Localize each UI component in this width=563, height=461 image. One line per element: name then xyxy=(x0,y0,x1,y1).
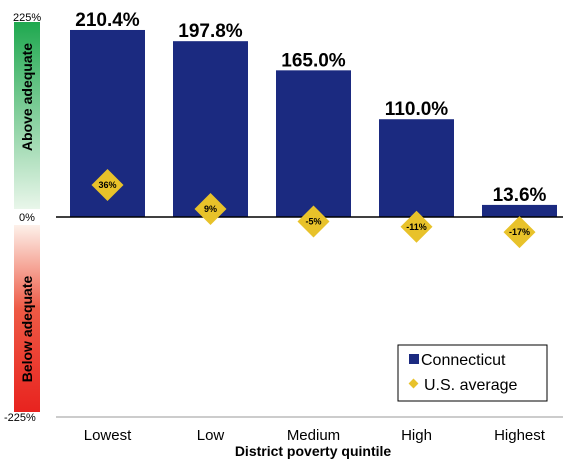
bar-low xyxy=(173,41,248,217)
above-adequate-band xyxy=(14,22,40,209)
us-average-marker xyxy=(297,205,330,238)
category-label-highest: Highest xyxy=(494,427,546,444)
bar-medium xyxy=(276,70,351,217)
legend: Connecticut U.S. average xyxy=(397,344,548,402)
y-bands: Above adequate Below adequate xyxy=(14,22,40,412)
category-label-lowest: Lowest xyxy=(84,427,132,444)
legend-label-connecticut: Connecticut xyxy=(421,352,506,369)
us-average-value-label: 9% xyxy=(204,204,217,214)
below-adequate-band xyxy=(14,225,40,412)
us-average-marker xyxy=(400,210,433,243)
us-average-value-label: -11% xyxy=(406,222,427,232)
bar-high xyxy=(379,119,454,217)
legend-swatch-connecticut xyxy=(409,354,419,364)
legend-swatch-us-average xyxy=(408,378,419,389)
us-average-value-label: -5% xyxy=(305,216,321,226)
us-average-value-label: -17% xyxy=(509,227,530,237)
bar-highest xyxy=(482,204,557,217)
legend-box xyxy=(397,344,548,402)
bar-value-label: 165.0% xyxy=(281,50,346,71)
us-average-value-label: 36% xyxy=(98,180,116,190)
y-tick-label-zero: 0% xyxy=(19,212,35,224)
y-tick-label-bottom: -225% xyxy=(4,412,36,424)
y-tick-label-top: 225% xyxy=(13,12,41,24)
y-tick-labels: 225% 0% -225% xyxy=(4,12,41,424)
category-label-high: High xyxy=(401,427,432,444)
below-adequate-label: Below adequate xyxy=(19,276,35,383)
category-labels: Lowest Low Medium High Highest xyxy=(84,427,546,444)
x-axis-label: District poverty quintile xyxy=(235,443,392,459)
above-adequate-label: Above adequate xyxy=(19,43,35,151)
bar-value-label: 13.6% xyxy=(493,185,547,206)
category-label-low: Low xyxy=(197,427,225,444)
bars: 210.4% 197.8% 165.0% 110.0% 13.6% xyxy=(70,10,557,217)
bar-value-label: 197.8% xyxy=(178,21,243,42)
bar-value-label: 210.4% xyxy=(75,10,140,31)
legend-label-us-average: U.S. average xyxy=(424,377,517,394)
us-average-marker xyxy=(194,193,227,225)
bar-value-label: 110.0% xyxy=(385,99,448,120)
us-average-marker xyxy=(91,169,124,201)
category-label-medium: Medium xyxy=(287,427,340,444)
us-average-markers: 36% 9% -5% -11% -17% xyxy=(91,169,536,249)
us-average-marker xyxy=(503,216,536,249)
